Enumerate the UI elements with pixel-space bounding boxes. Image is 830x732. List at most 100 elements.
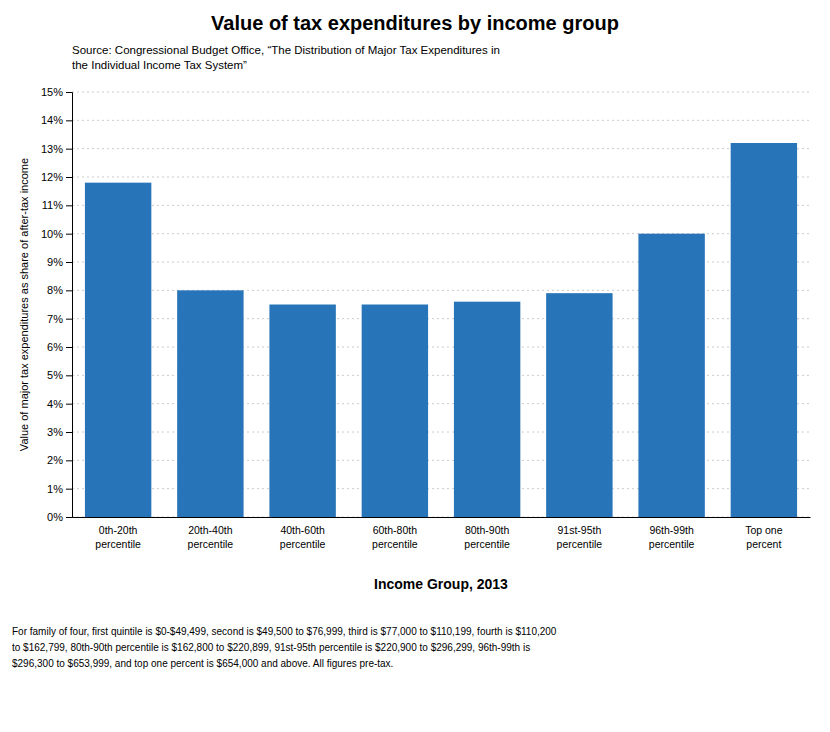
x-tick-label: 40th-60th percentile — [280, 524, 326, 549]
x-tick-label-line: 96th-99th — [649, 524, 694, 536]
x-tick-label: Top one percent — [745, 524, 783, 549]
y-tick: 1% — [47, 483, 72, 495]
y-tick-label: 9% — [47, 256, 63, 268]
grid-line — [72, 120, 810, 121]
x-tick-label-line: 20th-40th — [188, 524, 233, 536]
x-tick-label: 60th-80thpercentile — [372, 524, 418, 549]
y-tick: 9% — [47, 256, 72, 268]
y-tick-mark — [66, 347, 72, 348]
x-tick-label-line: percentile — [280, 538, 326, 550]
y-tick-mark — [66, 92, 72, 93]
x-tick-label-line: percentile — [649, 538, 695, 550]
y-tick: 11% — [42, 199, 72, 211]
x-tick-label: 96th-99th percentile — [649, 524, 695, 549]
y-tick-mark — [66, 489, 72, 490]
x-tick-label-line: percent — [746, 538, 781, 550]
y-tick: 13% — [41, 143, 72, 155]
bars — [85, 143, 797, 517]
subtitle: Source: Congressional Budget Office, “Th… — [72, 44, 500, 56]
y-tick-label: 8% — [47, 284, 63, 296]
y-tick-mark — [66, 177, 72, 178]
x-tick: Top one percent — [745, 524, 783, 549]
x-tick-label-line: 40th-60th — [280, 524, 325, 536]
y-tick-mark — [66, 290, 72, 291]
subtitle: the Individual Income Tax System” — [72, 59, 247, 71]
x-tick-label-line: 0th-20th — [99, 524, 138, 536]
y-tick-label: 10% — [41, 228, 63, 240]
y-tick-label: 6% — [47, 341, 63, 353]
y-axis-line — [66, 93, 73, 518]
y-tick-label: 12% — [41, 171, 63, 183]
x-tick: 0th-20th percentile — [95, 524, 141, 549]
y-tick-label: 13% — [41, 143, 63, 155]
y-tick-mark — [66, 234, 72, 235]
y-tick: 8% — [47, 284, 72, 296]
x-axis-label: Income Group, 2013 — [374, 576, 508, 592]
y-tick-mark — [66, 319, 72, 320]
bar — [85, 183, 151, 517]
annotation: $296,300 to $653,999, and top one percen… — [12, 658, 393, 669]
x-tick-label-line: Top one — [745, 524, 783, 536]
y-tick-mark — [66, 460, 72, 461]
x-tick-label-line: percentile — [464, 538, 510, 550]
x-tick: 20th-40th percentile — [188, 524, 234, 549]
bar — [638, 234, 704, 517]
x-tick-label-line: percentile — [557, 538, 603, 550]
y-tick-label: 0% — [47, 511, 63, 523]
bar — [269, 305, 335, 518]
y-tick: 5% — [47, 369, 72, 381]
bar — [362, 305, 428, 518]
y-tick: 3% — [47, 426, 72, 438]
chart: Value of tax expenditures by income grou… — [0, 0, 830, 732]
y-tick-mark — [66, 120, 72, 121]
x-tick-label-line: percentile — [95, 538, 141, 550]
y-tick-label: 4% — [47, 398, 63, 410]
x-tick-label-line: percentile — [372, 538, 418, 550]
x-tick-label: 91st-95th percentile — [557, 524, 603, 549]
y-tick-mark — [66, 149, 72, 150]
x-tick-label: 80th-90th percentile — [464, 524, 510, 549]
x-axis-line — [73, 517, 811, 518]
grid-line — [72, 205, 810, 206]
y-tick: 12% — [41, 171, 72, 183]
y-tick-label: 2% — [47, 454, 63, 466]
y-axis: 0% 1% 2% 3% 4% 5% 6% 7% 8% 9% 10% 11% 12% 13% 14% 15% — [41, 86, 73, 523]
y-axis-label: Value of major tax expenditures as share… — [18, 158, 30, 451]
x-tick-label: 0th-20th percentile — [95, 524, 141, 549]
x-tick-label-line: percentile — [188, 538, 234, 550]
bar — [731, 143, 797, 517]
bar — [454, 302, 520, 517]
y-tick-label: 15% — [41, 86, 63, 98]
y-tick-label: 1% — [47, 483, 63, 495]
y-tick-label: 5% — [47, 369, 63, 381]
y-tick: 4% — [47, 398, 72, 410]
y-tick-label: 3% — [47, 426, 63, 438]
x-tick: 96th-99th percentile — [649, 524, 695, 549]
y-tick: 7% — [47, 313, 72, 325]
grid — [72, 92, 810, 517]
y-tick: 14% — [41, 114, 72, 126]
y-tick-label: 11% — [42, 199, 63, 211]
x-tick-label-line: 80th-90th — [465, 524, 510, 536]
grid-line — [72, 177, 810, 178]
x-tick: 60th-80thpercentile — [372, 524, 418, 549]
x-tick: 40th-60th percentile — [280, 524, 326, 549]
annotation: to $162,799, 80th-90th percentile is $16… — [12, 642, 530, 653]
grid-line — [72, 148, 810, 149]
grid-line — [72, 92, 810, 93]
bar — [177, 290, 243, 517]
plot: 0% 1% 2% 3% 4% 5% 6% 7% 8% 9% 10% 11% 12% 13% 14% 15% 0t… — [18, 86, 811, 592]
x-tick: 80th-90th percentile — [464, 524, 510, 549]
x-tick-label: 20th-40th percentile — [188, 524, 234, 549]
x-tick-label-line: 91st-95th — [557, 524, 601, 536]
bar — [546, 293, 612, 517]
y-tick: 0% — [47, 511, 72, 523]
annotation: For family of four, first quintile is $0… — [12, 626, 557, 637]
y-tick: 6% — [47, 341, 72, 353]
y-tick: 10% — [41, 228, 72, 240]
y-tick-mark — [66, 432, 72, 433]
y-tick-mark — [66, 262, 72, 263]
title: Value of tax expenditures by income grou… — [211, 12, 619, 34]
y-tick: 2% — [47, 454, 72, 466]
y-tick-mark — [66, 404, 72, 405]
